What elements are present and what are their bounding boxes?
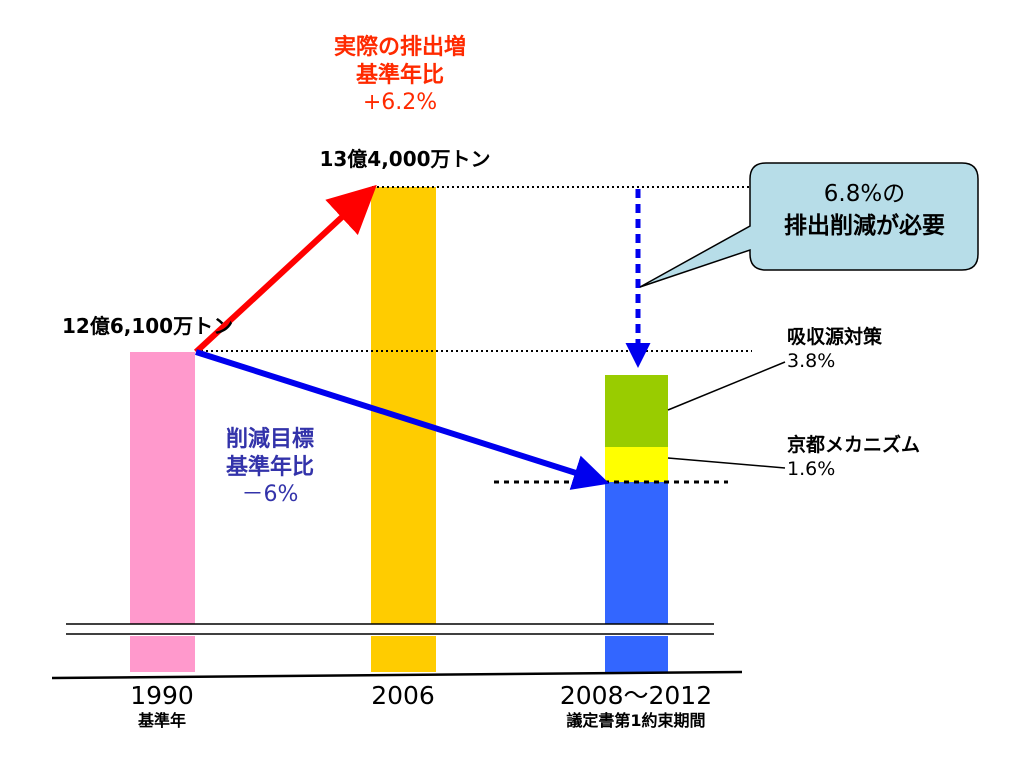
kyoto-mechanism-label: 京都メカニズム 1.6% — [787, 434, 967, 482]
x-tick-1990-sublabel: 基準年 — [137, 711, 186, 731]
sinks-value: 3.8% — [787, 349, 836, 372]
bar-2006-value-label: 13億4,000万トン — [319, 147, 491, 171]
x-tick-2008-2012-label: 2008〜2012 — [559, 681, 713, 710]
x-tick-2006: 2006 — [323, 680, 483, 711]
bar-1990 — [130, 352, 195, 672]
axis-break-band — [60, 624, 720, 636]
bar-2008-2012-kyoto-mechanism — [605, 447, 668, 482]
x-tick-1990: 1990 基準年 — [82, 680, 242, 731]
bar-1990-value-label: 12億6,100万トン — [62, 314, 234, 338]
actual-increase-line-2: 基準年比 — [355, 62, 444, 88]
sinks-label: 吸収源対策 3.8% — [787, 326, 927, 374]
reduction-target-line-2: 基準年比 — [225, 454, 314, 480]
actual-increase-line-3: +6.2% — [362, 90, 438, 115]
sinks-leader-line — [667, 361, 786, 411]
bar-2008-2012-sinks — [605, 375, 668, 447]
bar-2006 — [371, 187, 436, 672]
reduction-target-line-3: －6% — [241, 482, 299, 507]
callout-line-2: 排出削減が必要 — [784, 213, 945, 240]
actual-increase-arrow — [193, 184, 377, 355]
x-tick-2008-2012-sublabel: 議定書第1約束期間 — [566, 711, 706, 731]
actual-increase-label: 実際の排出増 基準年比 +6.2% — [300, 34, 500, 117]
reduction-target-arrow — [195, 349, 610, 490]
reduction-target-label: 削減目標 基準年比 －6% — [180, 426, 360, 509]
callout-bubble — [639, 162, 979, 288]
reduction-target-line-1: 削減目標 — [225, 427, 314, 452]
callout-line-1: 6.8%の — [823, 181, 906, 207]
kyoto-mechanism-value: 1.6% — [787, 457, 836, 480]
kyoto-leader-line — [667, 457, 786, 469]
bar-2008-2012-base — [605, 482, 668, 672]
x-axis-baseline — [51, 670, 743, 680]
sinks-name: 吸収源対策 — [787, 326, 883, 348]
x-tick-2006-label: 2006 — [371, 681, 435, 710]
x-tick-2008-2012: 2008〜2012 議定書第1約束期間 — [516, 680, 756, 731]
callout-text: 6.8%の 排出削減が必要 — [752, 178, 977, 242]
kyoto-mechanism-name: 京都メカニズム — [787, 434, 921, 456]
x-tick-1990-label: 1990 — [130, 681, 194, 710]
actual-increase-line-1: 実際の排出増 — [333, 35, 466, 60]
